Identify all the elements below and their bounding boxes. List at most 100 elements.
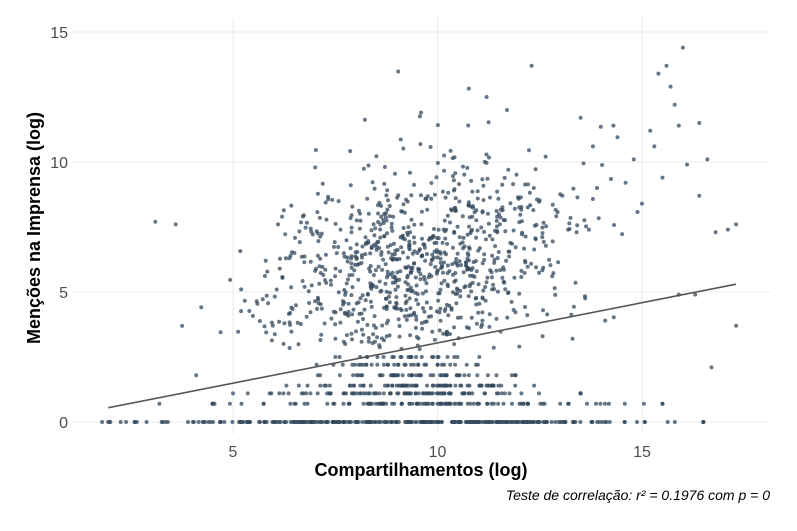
data-point-1193 — [319, 231, 324, 236]
x-tick-label: 10 — [429, 444, 447, 461]
data-point-1435 — [443, 306, 448, 311]
data-point-753 — [500, 275, 505, 280]
data-point-1362 — [283, 256, 288, 261]
data-point-772 — [319, 332, 324, 337]
data-point-1506 — [409, 217, 414, 222]
data-point-618 — [388, 373, 393, 378]
data-point-265 — [282, 420, 287, 424]
data-point-1439 — [345, 259, 350, 264]
data-point-406 — [660, 401, 665, 406]
data-point-1476 — [369, 304, 374, 309]
data-point-395 — [341, 401, 346, 406]
data-point-1422 — [453, 278, 458, 283]
data-point-1153 — [550, 202, 555, 207]
data-point-1141 — [397, 256, 402, 261]
data-point-398 — [447, 401, 452, 406]
data-point-801 — [269, 320, 274, 325]
data-point-1004 — [348, 183, 353, 188]
data-point-1369 — [413, 290, 418, 295]
data-point-240 — [520, 420, 525, 424]
data-point-656 — [419, 355, 424, 359]
data-point-1524 — [435, 236, 440, 240]
data-point-282 — [480, 420, 484, 424]
data-point-1575 — [476, 310, 481, 315]
data-point-100 — [643, 420, 647, 424]
data-point-186 — [515, 420, 520, 424]
data-point-483 — [578, 391, 583, 396]
data-point-1518 — [403, 265, 408, 270]
data-point-949 — [374, 154, 379, 159]
data-point-1156 — [371, 222, 376, 227]
data-point-805 — [270, 323, 275, 328]
data-point-1361 — [429, 196, 434, 201]
data-point-621 — [453, 362, 458, 367]
data-point-1399 — [527, 190, 532, 195]
data-point-814 — [505, 315, 510, 320]
data-point-1403 — [333, 310, 338, 315]
data-point-1475 — [432, 241, 437, 245]
data-point-1019 — [414, 297, 419, 302]
data-point-480 — [388, 391, 393, 396]
data-point-696 — [424, 289, 428, 294]
data-point-1044 — [385, 188, 390, 193]
data-point-1556 — [324, 217, 329, 222]
data-point-1104 — [466, 294, 471, 299]
data-point-81 — [258, 420, 263, 424]
data-point-1211 — [495, 230, 500, 235]
data-point-937 — [417, 347, 422, 352]
data-point-1499 — [349, 331, 354, 336]
data-point-514 — [348, 383, 353, 388]
data-point-1198 — [385, 275, 389, 280]
data-point-715 — [366, 211, 371, 216]
data-point-1452 — [392, 241, 396, 246]
data-point-1515 — [320, 181, 325, 186]
data-point-1562 — [426, 237, 431, 242]
data-point-1283 — [495, 256, 500, 260]
data-point-484 — [344, 391, 349, 396]
data-point-1580 — [153, 219, 158, 224]
data-point-981 — [419, 193, 423, 198]
data-point-1577 — [404, 299, 409, 304]
data-point-998 — [547, 257, 552, 262]
data-point-1204 — [359, 261, 364, 265]
data-point-1061 — [414, 317, 419, 322]
data-point-1496 — [596, 216, 601, 221]
data-point-284 — [595, 420, 600, 424]
data-point-1192 — [519, 275, 524, 279]
data-point-1190 — [501, 218, 506, 222]
data-point-289 — [544, 420, 549, 424]
data-point-993 — [333, 274, 338, 279]
data-point-1591 — [705, 157, 710, 162]
data-point-1456 — [282, 321, 287, 326]
data-point-1450 — [358, 296, 363, 301]
data-point-366 — [227, 401, 232, 406]
data-point-613 — [416, 373, 421, 378]
data-point-206 — [160, 420, 165, 424]
data-point-699 — [457, 235, 462, 240]
data-point-1372 — [500, 205, 505, 210]
data-point-418 — [519, 391, 524, 396]
data-point-1022 — [301, 213, 306, 218]
data-point-950 — [495, 289, 500, 294]
data-point-603 — [318, 373, 323, 378]
data-point-849 — [408, 230, 413, 235]
data-point-619 — [439, 373, 444, 378]
data-point-1522 — [418, 277, 423, 282]
data-point-1431 — [398, 137, 403, 142]
data-point-1207 — [475, 189, 480, 194]
tick-labels: 0 5 10 15 5 10 15 — [50, 25, 651, 461]
data-point-1407 — [302, 284, 307, 289]
data-point-1297 — [386, 198, 390, 203]
data-point-1089 — [393, 276, 398, 281]
data-point-1154 — [612, 223, 616, 227]
data-point-824 — [378, 227, 383, 232]
data-point-1149 — [394, 295, 399, 300]
data-point-1531 — [385, 269, 390, 274]
data-point-1461 — [369, 286, 374, 291]
data-point-874 — [496, 196, 501, 201]
data-point-1573 — [266, 301, 271, 306]
data-point-1386 — [360, 293, 365, 298]
data-point-1614 — [280, 214, 285, 219]
data-point-349 — [390, 401, 395, 406]
data-point-1480 — [475, 196, 480, 201]
